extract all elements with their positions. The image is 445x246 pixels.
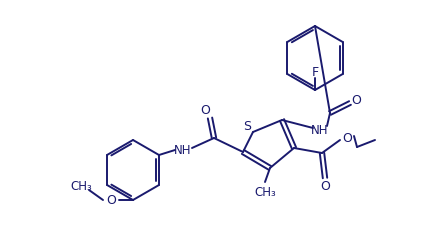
Text: S: S: [243, 121, 251, 134]
Text: F: F: [312, 65, 319, 78]
Text: CH₃: CH₃: [70, 180, 92, 193]
Text: O: O: [106, 194, 116, 206]
Text: NH: NH: [311, 123, 329, 137]
Text: O: O: [351, 93, 361, 107]
Text: CH₃: CH₃: [254, 186, 276, 200]
Text: O: O: [320, 180, 330, 193]
Text: O: O: [200, 104, 210, 117]
Text: NH: NH: [174, 143, 192, 156]
Text: O: O: [342, 132, 352, 144]
